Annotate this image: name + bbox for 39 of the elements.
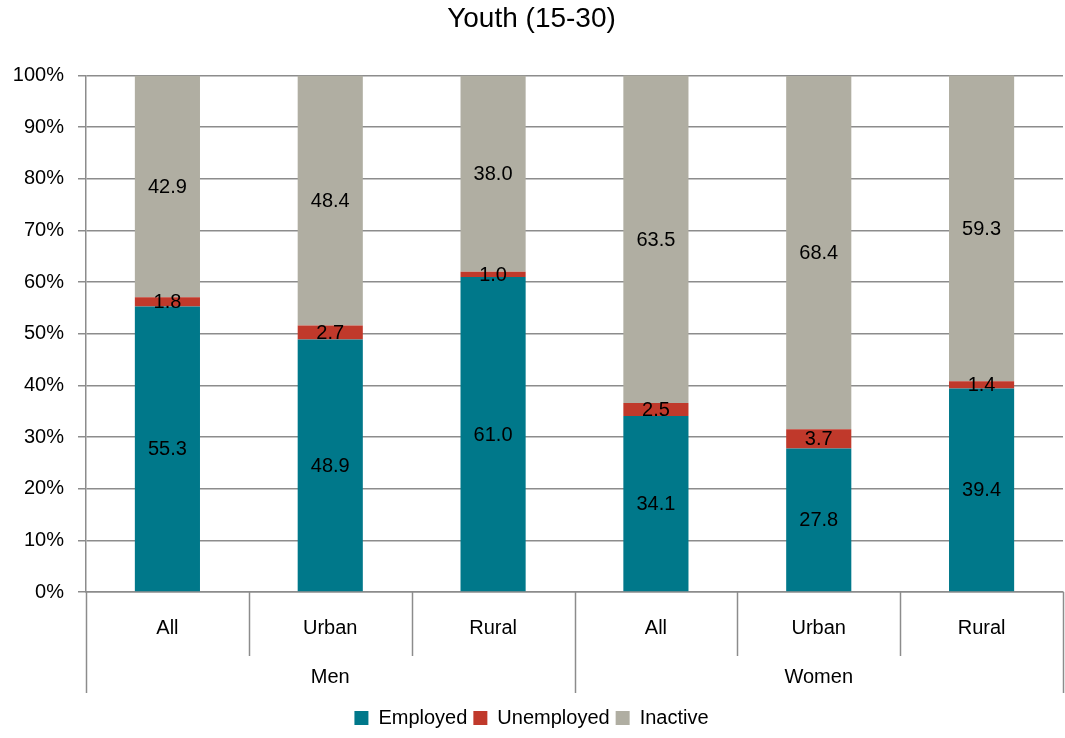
data-label: 38.0 bbox=[473, 162, 513, 185]
data-label: 48.9 bbox=[310, 453, 350, 476]
legend-label: Inactive bbox=[639, 705, 709, 728]
y-tick-label: 80% bbox=[23, 166, 65, 189]
text: Men bbox=[310, 664, 350, 687]
data-label: 2.7 bbox=[316, 321, 345, 344]
data-label: 61.0 bbox=[473, 422, 513, 445]
y-tick-label: 20% bbox=[23, 476, 65, 499]
data-label: 42.9 bbox=[147, 174, 187, 197]
y-tick-label: 0% bbox=[35, 579, 65, 602]
data-label: 59.3 bbox=[962, 216, 1002, 239]
data-label: 27.8 bbox=[799, 508, 839, 531]
x-tick-label: All bbox=[156, 615, 179, 638]
legend-label: Employed bbox=[378, 705, 468, 728]
data-label: 2.5 bbox=[642, 397, 670, 420]
y-tick-label: 60% bbox=[23, 269, 65, 292]
legend-label: Unemployed bbox=[497, 705, 610, 728]
data-label: 1.8 bbox=[153, 290, 182, 313]
y-tick-label: 90% bbox=[23, 114, 65, 137]
x-tick-label: Urban bbox=[303, 615, 358, 638]
y-tick-label: 30% bbox=[23, 424, 65, 447]
y-tick-label: 100% bbox=[12, 63, 65, 86]
x-tick-label: Rural bbox=[469, 615, 517, 638]
data-label: 48.4 bbox=[310, 189, 350, 212]
y-tick-label: 40% bbox=[23, 372, 65, 395]
chart-title: Youth (15-30) bbox=[447, 1, 616, 33]
x-tick-label: All bbox=[644, 615, 668, 638]
x-tick-label: Urban bbox=[791, 615, 846, 638]
data-label: 68.4 bbox=[799, 241, 839, 264]
data-label: 63.5 bbox=[636, 227, 676, 250]
y-tick-label: 10% bbox=[23, 527, 65, 550]
y-tick-label: 70% bbox=[23, 218, 65, 241]
data-label: 39.4 bbox=[962, 478, 1002, 501]
y-tick-label: 50% bbox=[23, 321, 65, 344]
data-label: 55.3 bbox=[147, 437, 187, 460]
text: Women bbox=[784, 664, 854, 687]
x-tick-label: Rural bbox=[957, 615, 1006, 638]
data-label: 3.7 bbox=[804, 427, 833, 450]
data-label: 34.1 bbox=[636, 492, 676, 515]
